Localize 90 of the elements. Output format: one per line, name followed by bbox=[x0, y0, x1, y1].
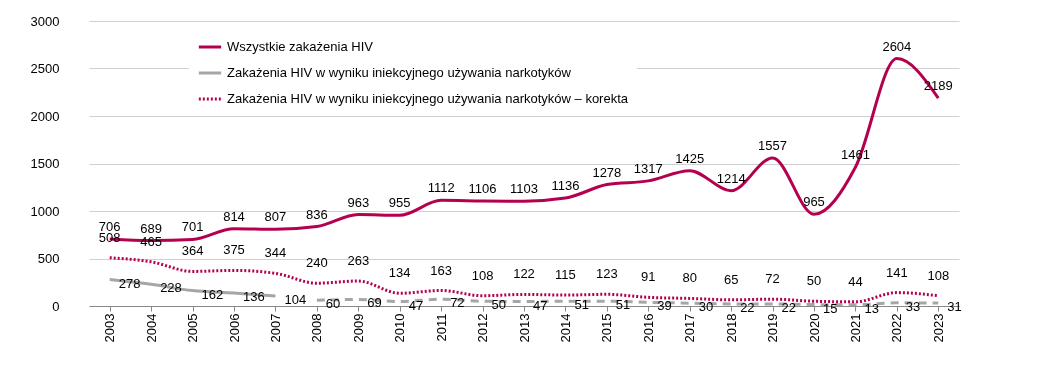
data-label: 50 bbox=[806, 273, 822, 289]
x-tick-label: 2022 bbox=[889, 313, 905, 343]
data-label: 108 bbox=[471, 267, 494, 283]
x-tick-label: 2021 bbox=[847, 313, 863, 343]
data-label: 44 bbox=[848, 273, 863, 289]
data-label: 706 bbox=[98, 218, 121, 234]
data-label: 375 bbox=[223, 242, 245, 258]
x-tick-label: 2015 bbox=[599, 313, 615, 343]
data-label: 364 bbox=[181, 243, 204, 259]
x-tick-label: 2018 bbox=[723, 313, 739, 343]
data-label: 278 bbox=[118, 275, 141, 291]
y-tick-label: 0 bbox=[52, 298, 60, 314]
data-label: 836 bbox=[306, 206, 328, 222]
data-label: 51 bbox=[574, 297, 589, 313]
x-tick-label: 2003 bbox=[102, 313, 118, 343]
data-label: 60 bbox=[325, 296, 341, 312]
data-label: 134 bbox=[388, 265, 411, 281]
data-label: 1278 bbox=[592, 164, 622, 180]
x-tick-label: 2019 bbox=[765, 313, 781, 343]
y-tick-label: 2000 bbox=[30, 108, 60, 124]
data-label: 31 bbox=[947, 299, 962, 315]
x-tick-label: 2016 bbox=[640, 313, 656, 343]
x-tick-label: 2013 bbox=[516, 313, 532, 343]
data-label: 2604 bbox=[882, 38, 912, 54]
y-tick-label: 2500 bbox=[30, 61, 60, 76]
data-label: 689 bbox=[140, 220, 162, 236]
data-label: 1112 bbox=[427, 180, 455, 196]
data-label: 701 bbox=[181, 219, 204, 235]
data-label: 115 bbox=[555, 267, 576, 283]
y-tick-label: 3000 bbox=[30, 13, 60, 29]
data-label: 136 bbox=[243, 289, 265, 305]
data-label: 807 bbox=[264, 209, 287, 225]
data-label: 263 bbox=[347, 253, 370, 269]
data-label: 963 bbox=[347, 194, 370, 210]
x-tick-label: 2005 bbox=[185, 313, 201, 343]
data-label: 228 bbox=[160, 280, 182, 296]
legend-label: Zakażenia HIV w wyniku iniekcyjnego używania narkotyków – korekta bbox=[227, 91, 629, 106]
data-label: 80 bbox=[682, 270, 697, 286]
x-tick-label: 2004 bbox=[143, 313, 159, 343]
data-label: 47 bbox=[533, 297, 548, 313]
legend-label: Zakażenia HIV w wyniku iniekcyjnego używania narkotyków bbox=[227, 65, 572, 80]
x-tick-label: 2009 bbox=[350, 313, 366, 343]
data-label: 1425 bbox=[675, 150, 705, 166]
data-label: 50 bbox=[491, 297, 507, 313]
legend-label: Wszystkie zakażenia HIV bbox=[227, 39, 374, 54]
data-label: 344 bbox=[264, 245, 287, 261]
data-label: 1136 bbox=[551, 178, 580, 194]
x-tick-label: 2006 bbox=[226, 313, 242, 343]
data-label: 240 bbox=[306, 255, 328, 271]
data-label: 965 bbox=[803, 194, 825, 210]
data-label: 13 bbox=[864, 300, 879, 316]
data-label: 1103 bbox=[510, 181, 538, 197]
data-label: 1557 bbox=[758, 138, 788, 154]
data-label: 39 bbox=[657, 298, 672, 314]
data-label: 141 bbox=[886, 264, 908, 280]
data-label: 51 bbox=[615, 297, 631, 313]
data-label: 955 bbox=[388, 195, 411, 211]
data-label: 162 bbox=[201, 286, 224, 302]
data-label: 72 bbox=[450, 295, 465, 311]
x-tick-label: 2014 bbox=[557, 313, 573, 343]
data-label: 104 bbox=[284, 292, 307, 308]
data-label: 22 bbox=[781, 299, 797, 315]
x-tick-label: 2023 bbox=[930, 313, 946, 343]
y-tick-label: 1500 bbox=[30, 156, 60, 171]
data-label: 65 bbox=[723, 271, 739, 287]
data-label: 1317 bbox=[633, 160, 663, 176]
data-label: 814 bbox=[223, 208, 245, 224]
x-tick-label: 2011 bbox=[433, 313, 449, 342]
data-label: 30 bbox=[698, 299, 714, 315]
data-label: 1106 bbox=[468, 180, 497, 196]
x-tick-label: 2020 bbox=[806, 313, 822, 343]
y-tick-label: 500 bbox=[37, 251, 60, 266]
data-label: 108 bbox=[927, 267, 950, 283]
y-tick-label: 1000 bbox=[30, 203, 60, 219]
data-label: 33 bbox=[905, 298, 921, 314]
x-tick-label: 2008 bbox=[309, 313, 325, 343]
data-label: 22 bbox=[740, 299, 755, 315]
x-tick-label: 2012 bbox=[475, 313, 491, 343]
data-label: 69 bbox=[367, 295, 382, 311]
data-label: 123 bbox=[596, 266, 618, 282]
data-label: 47 bbox=[408, 297, 424, 313]
data-label: 122 bbox=[513, 266, 535, 282]
data-label: 1214 bbox=[716, 170, 746, 186]
x-tick-label: 2017 bbox=[682, 313, 698, 343]
data-label: 163 bbox=[430, 262, 452, 278]
x-tick-label: 2007 bbox=[267, 313, 283, 343]
data-label: 72 bbox=[765, 271, 780, 287]
data-label: 15 bbox=[823, 300, 838, 316]
x-tick-label: 2010 bbox=[392, 313, 408, 343]
data-label: 91 bbox=[641, 269, 656, 285]
